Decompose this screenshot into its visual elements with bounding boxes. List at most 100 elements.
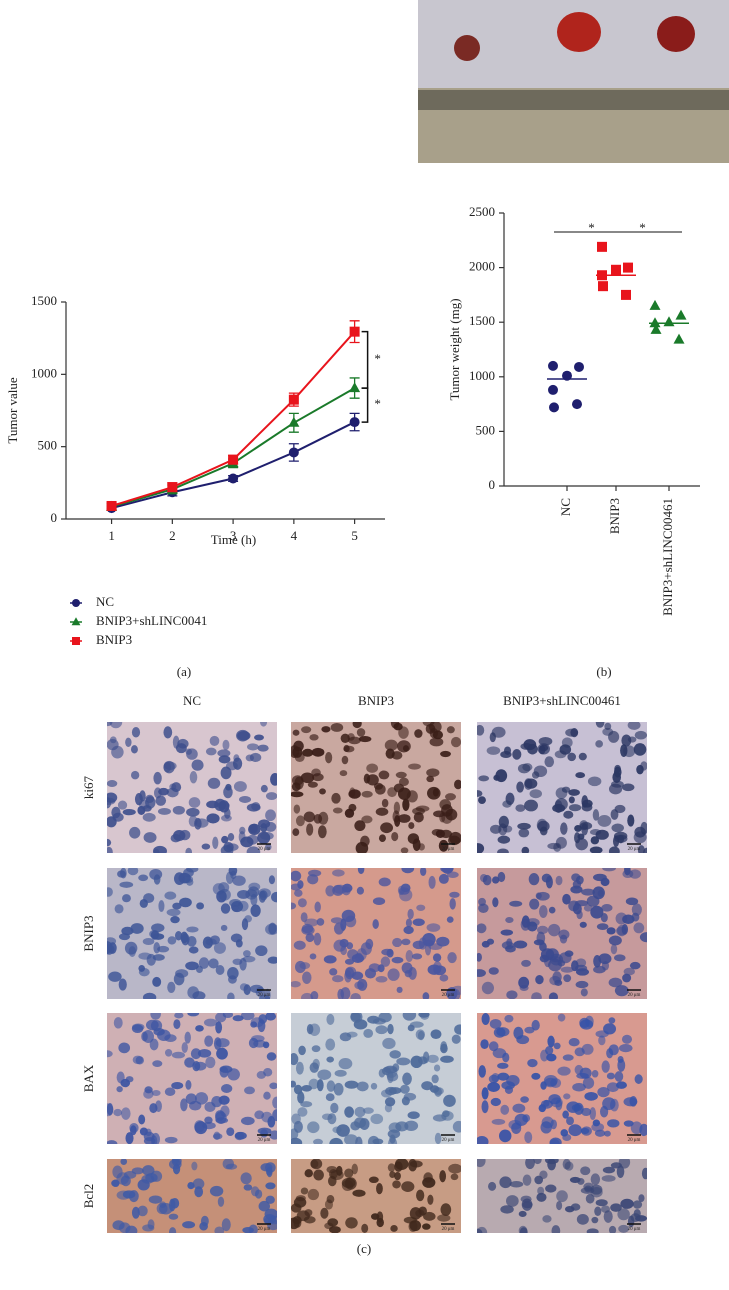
nucleus (187, 986, 200, 999)
nuclei (477, 1013, 647, 1144)
data-point (597, 241, 607, 252)
nucleus (319, 788, 326, 795)
nucleus (129, 826, 141, 839)
nucleus (506, 990, 518, 999)
nucleus (130, 923, 144, 934)
nucleus (424, 942, 432, 956)
nucleus (325, 1038, 336, 1051)
nucleus (194, 1186, 204, 1198)
nucleus (488, 1041, 499, 1052)
nucleus (344, 970, 352, 983)
nucleus (536, 1192, 547, 1202)
nucleus (361, 790, 373, 798)
nucleus (572, 903, 582, 915)
y-tick-label: 1500 (469, 313, 495, 328)
nucleus (307, 781, 318, 788)
nucleus (595, 740, 603, 748)
nucleus (558, 929, 570, 940)
nucleus (491, 1118, 506, 1125)
nucleus (333, 1082, 344, 1096)
nucleus (213, 1131, 221, 1140)
nucleus (402, 1072, 412, 1086)
nucleus (179, 897, 192, 908)
nucleus (206, 800, 219, 809)
nucleus (232, 875, 246, 886)
nucleus (339, 770, 348, 777)
nucleus (117, 870, 126, 878)
nucleus (255, 945, 268, 957)
nucleus (357, 868, 365, 875)
nucleus (125, 1076, 134, 1083)
nucleus (537, 743, 551, 755)
nucleus (326, 1056, 335, 1063)
nucleus (204, 1035, 214, 1047)
nucleus (416, 1189, 425, 1202)
nucleus (492, 897, 499, 908)
nucleus (537, 1186, 545, 1195)
scale-label: 20 μm (258, 993, 271, 998)
nucleus (561, 786, 571, 793)
nucleus (217, 1196, 225, 1207)
nucleus (116, 1071, 125, 1084)
y-tick-label: 2000 (469, 259, 495, 274)
nucleus (409, 1160, 423, 1168)
nucleus (500, 1104, 510, 1115)
nucleus (368, 1176, 379, 1184)
nucleus (449, 898, 456, 910)
nucleus (513, 940, 528, 949)
data-point (288, 447, 299, 458)
nucleus (486, 746, 501, 755)
nucleus (138, 874, 149, 882)
nucleus (568, 1038, 580, 1047)
nucleus (389, 1050, 401, 1059)
nucleus (153, 942, 161, 954)
nucleus (150, 1019, 163, 1032)
nucleus (412, 918, 425, 926)
nucleus (118, 1042, 131, 1054)
nucleus (388, 1087, 402, 1095)
nucleus (448, 835, 461, 846)
nuclei (107, 1013, 277, 1144)
nucleus (185, 1080, 192, 1090)
nucleus (391, 956, 404, 964)
nucleus (391, 831, 399, 842)
nucleus (572, 1083, 586, 1092)
nucleus (330, 1169, 344, 1181)
nucleus (129, 1122, 139, 1133)
nucleus (592, 886, 605, 900)
nucleus (152, 1060, 163, 1067)
nucleus (548, 906, 556, 914)
nucleus (107, 1140, 118, 1144)
nucleus (376, 1182, 383, 1195)
nucleus (445, 808, 458, 821)
nucleus (601, 1175, 616, 1182)
nucleus (344, 1168, 354, 1178)
nucleus (227, 833, 235, 841)
nucleus (194, 1121, 208, 1135)
nucleus (531, 1072, 541, 1080)
nucleus (309, 953, 317, 960)
nucleus (380, 822, 394, 834)
nucleus (601, 1060, 610, 1073)
nucleus (215, 965, 225, 975)
nucleus (490, 1097, 501, 1107)
nucleus (622, 973, 632, 983)
nucleus (623, 1120, 634, 1127)
nucleus (521, 959, 531, 967)
nucleus (291, 1080, 297, 1088)
nucleus (269, 1130, 277, 1140)
nucleus (332, 869, 345, 877)
nucleus (143, 1131, 155, 1142)
data-point (349, 326, 360, 337)
scale-label: 20 μm (442, 1227, 455, 1232)
nucleus (547, 1035, 555, 1048)
nucleus (378, 834, 386, 843)
nucleus (157, 808, 171, 815)
nucleus (185, 961, 199, 971)
nucleus (546, 1053, 557, 1062)
nucleus (620, 744, 628, 757)
nucleus (556, 1200, 563, 1211)
nucleus (524, 778, 538, 789)
nucleus (579, 921, 587, 928)
row-label: BAX (81, 1064, 96, 1092)
